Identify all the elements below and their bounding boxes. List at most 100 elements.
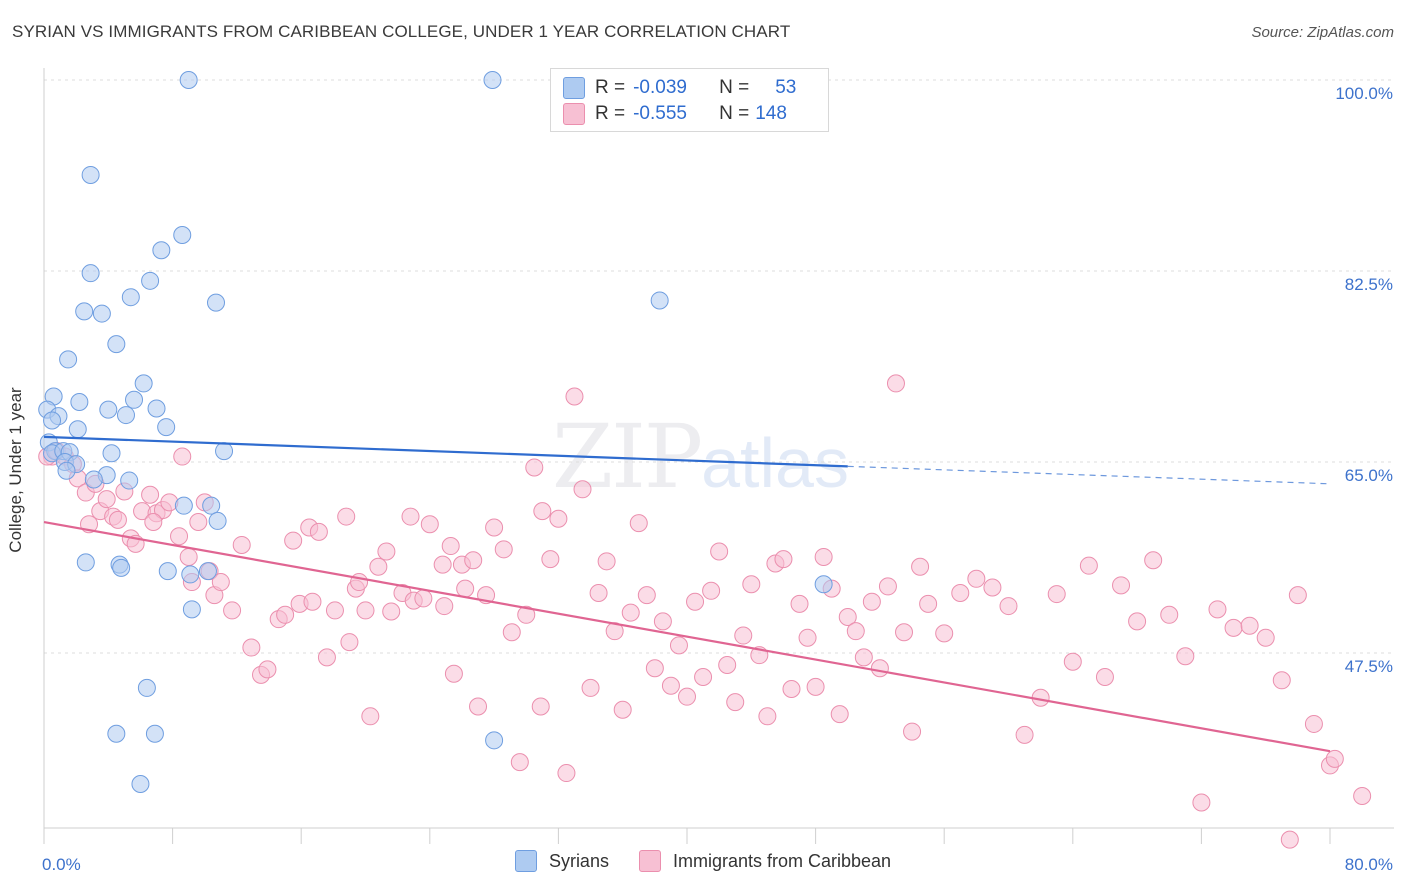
caribbean-point <box>951 583 970 602</box>
syrian-point <box>99 400 118 419</box>
caribbean-point <box>469 697 488 716</box>
syrian-point <box>59 350 78 369</box>
syrian-point <box>181 565 200 584</box>
caribbean-point <box>1256 628 1275 647</box>
caribbean-point <box>284 531 303 550</box>
caribbean-point <box>589 583 608 602</box>
legend-n-label: N = <box>719 77 750 98</box>
syrian-trend-extension <box>847 465 1331 485</box>
syrian-point <box>76 553 95 572</box>
caribbean-point <box>1208 600 1227 619</box>
caribbean-point <box>517 605 536 624</box>
syrian-point <box>157 418 176 437</box>
caribbean-point <box>718 656 737 675</box>
caribbean-point <box>870 659 889 678</box>
legend-r-value: -0.555 <box>633 103 687 124</box>
legend-item-caribbean[interactable]: Immigrants from Caribbean <box>638 850 892 872</box>
legend-item-syrians[interactable]: Syrians <box>514 850 609 872</box>
caribbean-point <box>170 527 189 546</box>
caribbean-point <box>401 507 420 526</box>
syrian-point <box>182 600 201 619</box>
y-tick-label: 82.5% <box>1345 275 1393 294</box>
caribbean-point <box>814 547 833 566</box>
caribbean-point <box>141 485 160 504</box>
caribbean-point <box>369 557 388 576</box>
caribbean-point <box>173 447 192 466</box>
caribbean-point <box>557 764 576 783</box>
caribbean-point <box>806 677 825 696</box>
caribbean-point <box>211 573 230 592</box>
caribbean-point <box>613 700 632 719</box>
caribbean-point <box>653 612 672 631</box>
caribbean-point <box>1160 605 1179 624</box>
caribbean-point <box>325 601 344 620</box>
caribbean-point <box>597 552 616 571</box>
caribbean-point <box>433 555 452 574</box>
legend-label-syrians: Syrians <box>548 850 609 871</box>
caribbean-point <box>1304 714 1323 733</box>
caribbean-point <box>377 542 396 561</box>
caribbean-point <box>903 722 922 741</box>
caribbean-point <box>1325 749 1344 768</box>
caribbean-point <box>541 550 560 569</box>
correlation-legend: R = -0.039 N = 53 R = -0.555 N = 148 <box>550 68 829 132</box>
syrian-point <box>202 496 221 515</box>
caribbean-point <box>710 542 729 561</box>
legend-row-caribbean: R = -0.555 N = 148 <box>563 102 787 126</box>
legend-swatch-caribbean <box>563 103 585 125</box>
caribbean-point <box>340 633 359 652</box>
caribbean-point <box>886 374 905 393</box>
syrian-point <box>57 461 76 480</box>
syrian-point <box>215 442 234 461</box>
legend-r-label: R = <box>595 103 626 124</box>
caribbean-point <box>694 668 713 687</box>
caribbean-point <box>581 678 600 697</box>
syrian-point <box>70 392 89 411</box>
caribbean-point <box>919 594 938 613</box>
caribbean-point <box>435 597 454 616</box>
syrian-point <box>814 575 833 594</box>
y-tick-label: 100.0% <box>1335 84 1393 103</box>
caribbean-point <box>317 648 336 667</box>
legend-n-value: 148 <box>755 103 787 124</box>
syrian-point <box>485 731 504 750</box>
caribbean-point <box>189 513 208 532</box>
caribbean-point <box>661 676 680 695</box>
syrian-point <box>134 374 153 393</box>
caribbean-point <box>742 575 761 594</box>
caribbean-point <box>525 458 544 477</box>
legend-swatch-syrians <box>514 850 537 872</box>
caribbean-point <box>637 586 656 605</box>
caribbean-point <box>573 480 592 499</box>
syrian-point <box>81 165 100 184</box>
caribbean-point <box>549 509 568 528</box>
syrian-point <box>198 562 217 581</box>
syrian-point <box>179 71 198 89</box>
caribbean-point <box>798 628 817 647</box>
chart-title: SYRIAN VS IMMIGRANTS FROM CARIBBEAN COLL… <box>12 22 791 41</box>
syrian-point <box>147 399 166 418</box>
caribbean-point <box>1192 793 1211 812</box>
caribbean-point <box>414 589 433 608</box>
caribbean-point <box>1288 586 1307 605</box>
caribbean-point <box>629 514 648 533</box>
syrian-point <box>107 724 126 743</box>
caribbean-point <box>999 597 1018 616</box>
legend-row-syrians: R = -0.039 N = 53 <box>563 76 796 100</box>
caribbean-point <box>97 490 116 509</box>
syrian-point <box>112 558 131 577</box>
tick-labels: 100.0% 82.5% 65.0% 47.5% 0.0% 80.0% <box>42 84 1393 874</box>
caribbean-point <box>726 693 745 712</box>
syrian-point <box>208 511 227 530</box>
syrian-point <box>120 471 139 490</box>
caribbean-point <box>456 579 475 598</box>
legend-label-caribbean: Immigrants from Caribbean <box>672 850 892 871</box>
x-tick-label: 0.0% <box>42 855 81 874</box>
caribbean-point <box>1047 585 1066 604</box>
caribbean-point <box>678 687 696 706</box>
trend-lines <box>43 435 1331 753</box>
syrian-point <box>141 271 160 290</box>
source-label: Source: ZipAtlas.com <box>1251 24 1394 41</box>
legend-r-label: R = <box>595 77 626 98</box>
syrian-point <box>81 264 100 283</box>
